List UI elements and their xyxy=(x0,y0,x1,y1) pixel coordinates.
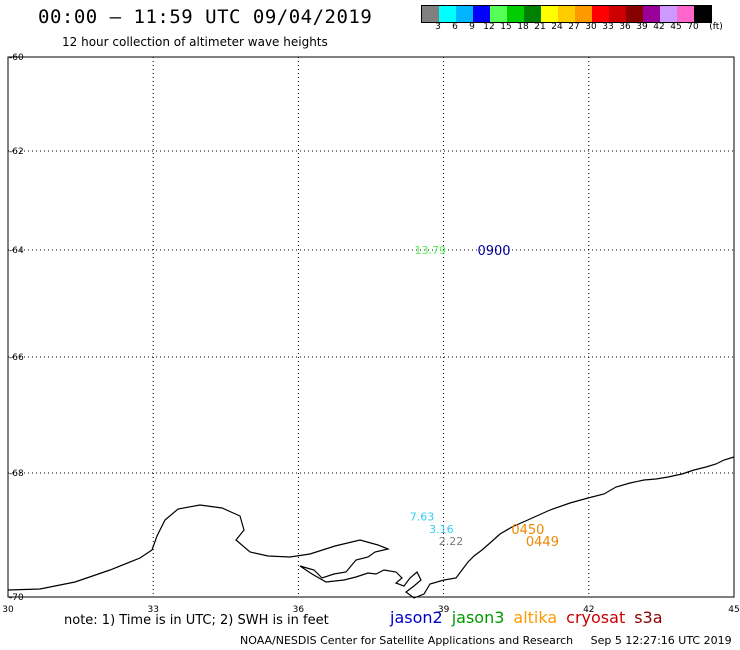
swh-value-label: 2.22 xyxy=(439,535,464,548)
footer: NOAA/NESDIS Center for Satellite Applica… xyxy=(240,634,740,647)
map-frame xyxy=(7,56,735,598)
map-grid: 30 33 36 39 42 45 -60 -62 -64 -66 -68 -70 xyxy=(2,53,739,615)
satellite-name: jason3 xyxy=(451,608,505,627)
legend-swatch xyxy=(473,6,490,22)
legend-label: 18 xyxy=(517,22,529,32)
legend-label: 6 xyxy=(452,22,458,32)
lon-tick-label: 45 xyxy=(728,605,739,615)
satellite-name: s3a xyxy=(634,608,663,627)
satellite-name: cryosat xyxy=(566,608,626,627)
lat-tick-label: -62 xyxy=(9,147,24,157)
legend-label: 9 xyxy=(469,22,475,32)
timestamp-text: Sep 5 12:27:16 UTC 2019 xyxy=(590,634,732,647)
legend-label: 36 xyxy=(619,22,631,32)
pass-time-label: 0449 xyxy=(526,535,559,550)
legend-swatch xyxy=(626,6,643,22)
legend-label: 21 xyxy=(534,22,546,32)
lon-tick-label: 33 xyxy=(147,605,158,615)
note-text: note: 1) Time is in UTC; 2) SWH is in fe… xyxy=(64,613,329,628)
satellite-legend: jason2 jason3 altika cryosat s3a xyxy=(390,608,672,627)
page-title: 00:00 – 11:59 UTC 09/04/2019 xyxy=(38,6,373,28)
satellite-name: jason2 xyxy=(390,608,443,627)
pass-time-label: 0900 xyxy=(477,244,510,259)
legend-swatch xyxy=(439,6,456,22)
legend-label: (ft) xyxy=(709,22,723,32)
lon-tick-label: 36 xyxy=(293,605,305,615)
legend-swatch xyxy=(490,6,507,22)
legend-swatch xyxy=(694,6,711,22)
legend-label: 42 xyxy=(653,22,665,32)
legend-swatch xyxy=(677,6,694,22)
swh-value-label: 3.16 xyxy=(429,523,454,536)
legend-label: 3 xyxy=(435,22,441,32)
legend-label: 33 xyxy=(602,22,614,32)
legend-swatch xyxy=(541,6,558,22)
swh-value-label: 7.63 xyxy=(410,510,435,523)
lat-tick-label: -64 xyxy=(9,246,24,256)
color-legend-labels: 3 6 9 12 15 18 21 24 27 30 33 36 39 42 45 70 (ft) xyxy=(421,22,740,34)
legend-label: 39 xyxy=(636,22,648,32)
lat-tick-label: -70 xyxy=(9,593,24,603)
legend-label: 27 xyxy=(568,22,580,32)
pass-time-label: 0450 xyxy=(511,523,544,538)
lon-tick-label: 30 xyxy=(2,605,14,615)
legend-label: 70 xyxy=(687,22,699,32)
legend-swatch xyxy=(456,6,473,22)
legend-label: 30 xyxy=(585,22,597,32)
legend-swatch xyxy=(575,6,592,22)
legend-label: 12 xyxy=(483,22,495,32)
legend-swatch xyxy=(507,6,524,22)
lat-tick-label: -68 xyxy=(9,469,24,479)
legend-swatch xyxy=(660,6,677,22)
lat-tick-label: -60 xyxy=(9,53,24,63)
legend-label: 45 xyxy=(670,22,682,32)
legend-swatch xyxy=(524,6,541,22)
legend-label: 24 xyxy=(551,22,563,32)
lat-tick-label: -66 xyxy=(9,353,24,363)
page-subtitle: 12 hour collection of altimeter wave hei… xyxy=(62,35,328,49)
swh-value-label: 13.79 xyxy=(415,244,447,257)
legend-label: 15 xyxy=(500,22,512,32)
legend-swatch xyxy=(609,6,626,22)
lon-tick-label: 42 xyxy=(583,605,594,615)
legend-swatch xyxy=(422,6,439,22)
lon-tick-label: 39 xyxy=(438,605,450,615)
coastline xyxy=(7,456,735,599)
legend-swatch xyxy=(592,6,609,22)
color-legend xyxy=(421,5,712,23)
satellite-name: altika xyxy=(513,608,558,627)
legend-swatch xyxy=(558,6,575,22)
legend-swatch xyxy=(643,6,660,22)
credit-text: NOAA/NESDIS Center for Satellite Applica… xyxy=(240,634,574,647)
